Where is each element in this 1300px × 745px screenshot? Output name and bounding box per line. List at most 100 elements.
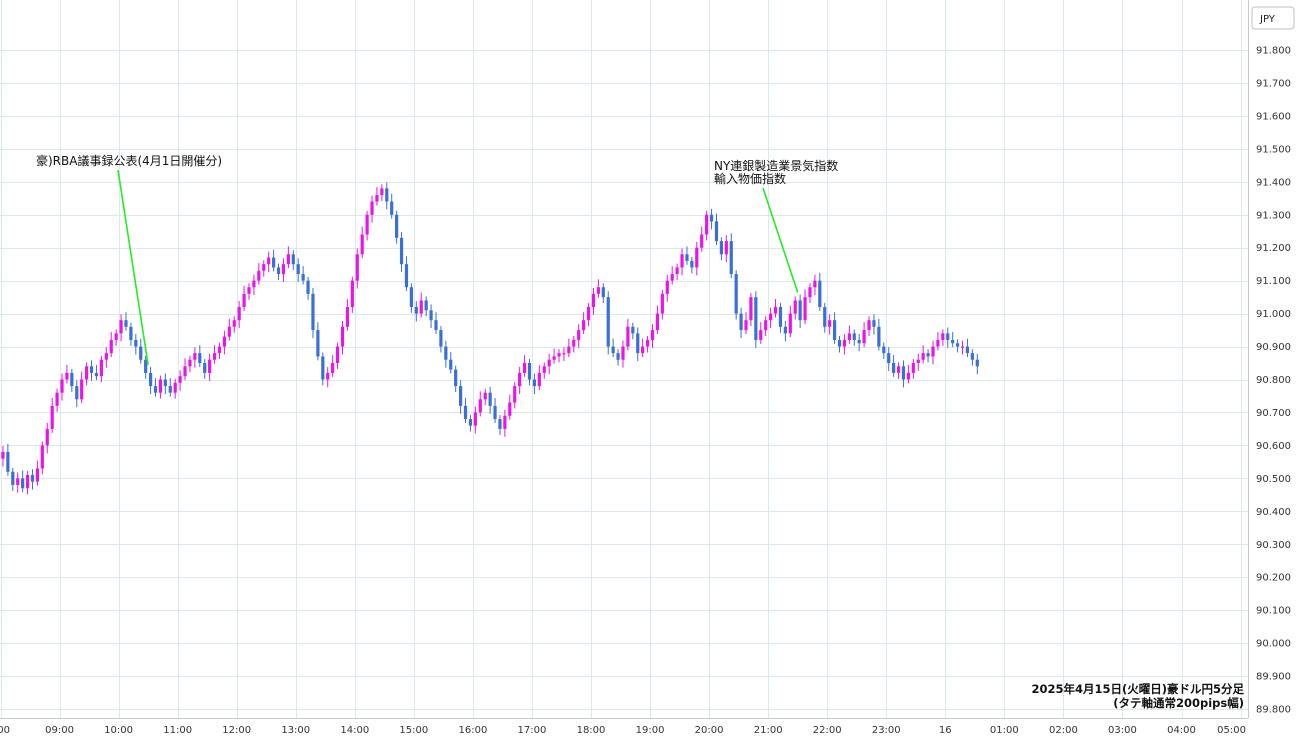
currency-badge[interactable]: JPY xyxy=(1251,6,1295,30)
candle-body xyxy=(153,386,158,393)
y-tick-label: 90.300 xyxy=(1256,540,1291,551)
candle xyxy=(744,312,748,335)
y-tick-label: 90.400 xyxy=(1256,507,1291,518)
y-tick-label: 91.400 xyxy=(1256,177,1291,188)
candle-body xyxy=(163,379,167,387)
candle xyxy=(606,291,610,355)
candle-body xyxy=(419,300,423,314)
candle-body xyxy=(557,353,561,357)
candle xyxy=(35,460,40,486)
candle-body xyxy=(626,326,630,347)
candle-body xyxy=(370,201,374,215)
candle xyxy=(148,366,153,394)
candle-body xyxy=(183,366,187,377)
candle-body xyxy=(705,214,709,235)
x-tick-label: 12:00 xyxy=(222,725,251,736)
candle-body xyxy=(85,366,89,380)
y-axis-ticks: 91.800 91.700 91.600 91.500 91.400 91.300 91.2… xyxy=(1256,46,1291,716)
candle xyxy=(798,294,802,329)
candle xyxy=(134,334,138,355)
candle-body xyxy=(45,428,49,446)
candle-body xyxy=(483,392,487,400)
candle-body xyxy=(906,372,910,380)
candle xyxy=(793,296,797,320)
candle xyxy=(473,406,477,434)
candle xyxy=(65,365,69,384)
candle-body xyxy=(680,254,684,268)
candle xyxy=(153,378,158,397)
candle xyxy=(837,336,842,353)
candle xyxy=(724,235,728,263)
candle-body xyxy=(586,307,591,321)
candle-body xyxy=(729,241,733,275)
candle-body xyxy=(252,280,256,288)
candle xyxy=(85,362,89,386)
candle-body xyxy=(365,214,369,235)
candle xyxy=(114,329,118,346)
candle xyxy=(769,307,773,329)
candle xyxy=(591,287,596,315)
candle-body xyxy=(232,320,236,327)
candle xyxy=(21,470,25,493)
candle-body xyxy=(75,386,79,400)
candle-body xyxy=(700,234,704,248)
candle xyxy=(129,322,133,346)
candle xyxy=(508,394,512,420)
candle xyxy=(739,307,743,338)
candle xyxy=(390,193,394,219)
candle-body xyxy=(754,297,758,340)
candle-body xyxy=(217,346,222,354)
candle xyxy=(611,338,615,358)
candle xyxy=(719,237,724,261)
candle-body xyxy=(498,419,502,429)
candle xyxy=(951,332,955,348)
candle xyxy=(641,338,645,358)
grid xyxy=(0,0,1248,718)
candle-body xyxy=(109,339,113,354)
candle xyxy=(360,226,364,259)
candle xyxy=(281,258,286,282)
chart-caption-line-2: (タテ軸通常200pips幅) xyxy=(1113,696,1244,710)
candle-body xyxy=(434,320,438,331)
candle xyxy=(965,338,970,358)
candle-body xyxy=(193,353,197,360)
candle xyxy=(823,303,827,333)
candle-body xyxy=(306,280,310,294)
candle-body xyxy=(380,188,384,195)
candle-body xyxy=(813,280,817,288)
candle xyxy=(25,471,30,495)
candle-body xyxy=(124,320,128,327)
x-tick-label: 05:00 xyxy=(1217,725,1246,736)
candle xyxy=(104,347,108,368)
candle xyxy=(399,231,404,273)
candle-body xyxy=(616,353,620,360)
candle-body xyxy=(488,392,492,406)
candle xyxy=(50,397,54,433)
x-tick-label: 00 xyxy=(0,725,10,736)
candle-body xyxy=(345,307,350,327)
candle-body xyxy=(641,346,645,354)
y-tick-label: 91.600 xyxy=(1256,111,1291,122)
y-tick-label: 91.800 xyxy=(1256,46,1291,57)
candle xyxy=(896,362,901,379)
candle-body xyxy=(631,326,635,334)
candle-body xyxy=(119,320,123,334)
candle-body xyxy=(331,363,335,373)
candle-body xyxy=(203,363,207,373)
candle-body xyxy=(508,402,512,416)
candle xyxy=(892,355,896,377)
currency-badge-box xyxy=(1251,6,1295,30)
candle xyxy=(631,322,635,340)
candle-body xyxy=(55,392,59,406)
candle xyxy=(449,351,453,374)
candle-body xyxy=(749,297,753,321)
candle-body xyxy=(739,313,743,331)
candle xyxy=(764,316,768,337)
candle-body xyxy=(636,333,640,354)
candle xyxy=(734,270,738,320)
candle-body xyxy=(444,346,448,360)
candle-body xyxy=(660,293,664,314)
candle-body xyxy=(527,363,532,380)
candle xyxy=(729,233,733,279)
candle xyxy=(345,299,350,331)
